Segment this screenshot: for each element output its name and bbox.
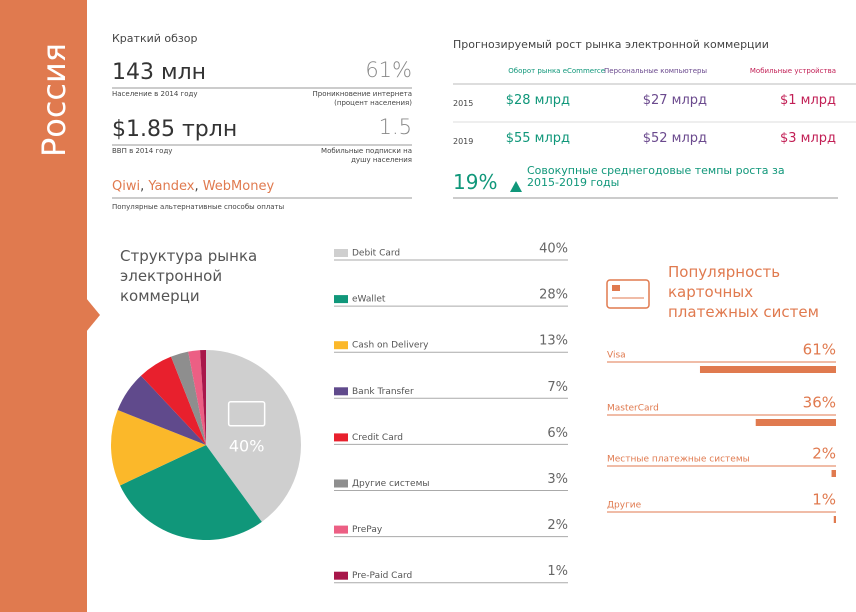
year: 2015 [453,99,474,108]
forecast-title: Прогнозируемый рост рынка электронной ко… [453,38,769,51]
stat-side-label: Мобильные подписки на душу населения [321,147,412,164]
card-icon [606,279,650,309]
sidebar-arrow [86,298,100,332]
column-header: Оборот рынка eCommerce [508,67,605,75]
separator: , [140,179,149,194]
pie-slice [111,410,206,486]
sidebar-art: Россия [35,43,100,332]
pie-slice [200,350,206,445]
bar [833,516,836,523]
legend-value: 6% [547,426,568,441]
legend-swatch [334,479,348,488]
stat-label: Население в 2014 году [112,90,198,98]
legend-label: PrePay [352,525,383,535]
bar-value: 36% [803,394,836,412]
stat-side-label: Проникновение интернета (процент населен… [312,90,413,107]
legend-value: 13% [539,334,568,349]
forecast-value: $52 млрд [642,131,707,146]
legend-label: eWallet [352,295,386,305]
legend-label: Pre-Paid Card [352,571,412,581]
stat-side-value: 1.5 [378,115,412,139]
payments-label: Популярные альтернативные способы оплаты [112,203,285,211]
payment: Yandex [148,179,195,194]
column-header: Персональные компьютеры [604,67,707,75]
pie-slice [171,351,206,445]
up-arrow [510,181,522,192]
forecast-value: $28 млрд [505,93,570,108]
legend-label: Bank Transfer [352,387,414,397]
stat-side-value: 61% [365,58,412,82]
overview-title: Краткий обзор [112,32,198,45]
legend-label: Credit Card [352,433,403,443]
payment: WebMoney [202,179,275,194]
legend-label: Другие системы [352,479,429,489]
bar [831,470,836,477]
legend-value: 1% [547,564,568,579]
payments: Qiwi, Yandex, WebMoney [112,179,274,194]
column-header: Мобильные устройства [749,67,836,75]
legend-swatch [334,295,348,304]
legend-swatch [334,571,348,580]
legend-swatch [334,341,348,350]
bar-value: 2% [812,445,836,463]
forecast-value: $3 млрд [779,131,836,146]
sidebar-title: Россия [35,43,73,157]
stat-label: ВВП в 2014 году [112,147,173,155]
legend-swatch [334,387,348,396]
cagr: 19% [453,170,498,194]
year: 2019 [453,137,474,146]
sidebar [0,0,87,612]
cagr-text: 2015-2019 годы [527,176,620,189]
bar-title: Популярность карточных платежных систем [668,263,819,321]
bar-label: MasterCard [607,404,659,414]
separator: , [194,179,203,194]
slice-label: 40% [229,436,265,455]
legend-value: 28% [539,288,568,303]
legend-swatch [334,525,348,534]
legend-value: 40% [539,242,568,257]
bar-value: 61% [803,341,836,359]
pie-slice [188,350,206,445]
legend-value: 7% [547,380,568,395]
forecast-value: $55 млрд [505,131,570,146]
pie-slice [206,350,301,522]
cagr-text: Совокупные среднегодовые темпы роста за [527,164,785,177]
legend-value: 3% [547,472,568,487]
forecast-value: $1 млрд [779,93,836,108]
bar [699,366,836,373]
forecast-value: $27 млрд [642,93,707,108]
bar-label: Visa [607,351,626,361]
legend-swatch [334,433,348,442]
bar-label: Другие [607,501,642,511]
bar-label: Местные платежные системы [607,455,750,465]
legend-label: Cash on Delivery [352,341,429,351]
pie-slice [117,375,206,445]
slice-icon [227,401,266,427]
pie-slice [140,356,206,445]
pie-slice [120,445,262,541]
pie-title: Структура рынка электронной коммерци [120,247,258,305]
legend-value: 2% [547,518,568,533]
bar [755,419,836,426]
bar-value: 1% [812,491,836,509]
legend-label: Debit Card [352,249,400,259]
stat-value: 143 млн [112,60,207,85]
legend-swatch [334,249,348,257]
stat-value: $1.85 трлн [112,117,238,142]
payment: Qiwi [112,179,141,194]
